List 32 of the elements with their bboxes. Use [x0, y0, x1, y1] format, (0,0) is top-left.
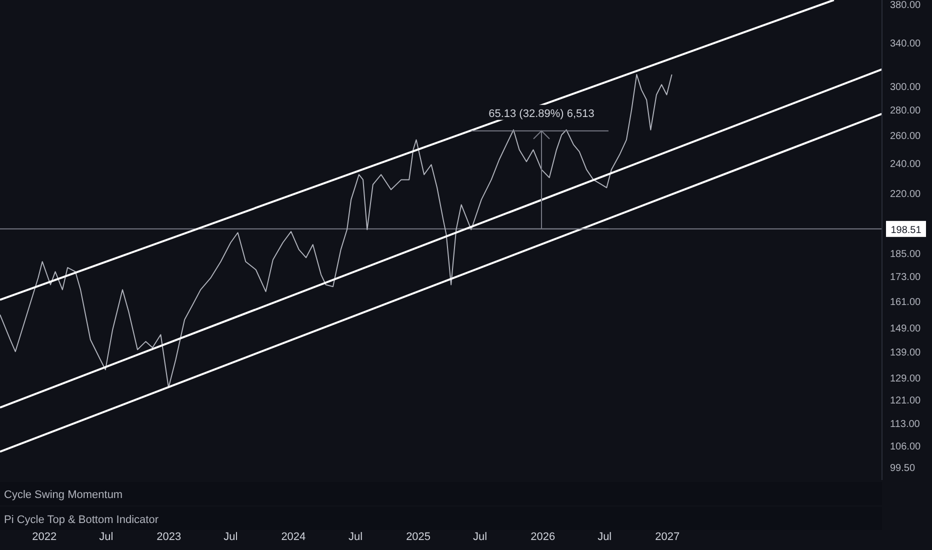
y-tick-label: 185.00 [890, 248, 922, 260]
y-tick-label: 113.00 [890, 419, 920, 430]
y-tick-label: 173.00 [890, 272, 922, 284]
text: Pi Cycle Top & Bottom Indicator [4, 514, 159, 526]
x-tick-label: Jul [224, 531, 238, 543]
x-tick-label: Jul [473, 531, 488, 543]
y-tick-label: 121.00 [890, 396, 922, 407]
y-tick-label: 99.50 [890, 463, 916, 474]
y-tick-label: 161.00 [890, 296, 922, 308]
y-tick-label: 106.00 [890, 441, 922, 452]
x-tick-label: Jul [348, 531, 363, 543]
annotation: 65.13 (32.89%) 6,513 [488, 108, 594, 120]
y-tick-label: 300.00 [890, 82, 922, 93]
ref-line-label: 198.51 [890, 224, 922, 236]
text: Cycle Swing Momentum [4, 489, 123, 501]
x-tick-label: Jul [99, 531, 114, 543]
y-tick-label: 280.00 [890, 106, 922, 117]
x-tick-label: 2022 [32, 531, 57, 543]
x-tick-label: 2027 [655, 531, 680, 543]
y-tick-label: 260.00 [890, 131, 922, 142]
y-tick-label: 240.00 [890, 158, 922, 170]
y-tick-label: 380.00 [890, 0, 922, 12]
y-tick-label: 129.00 [890, 373, 922, 384]
y-tick-label: 139.00 [890, 348, 922, 359]
x-tick-label: 2023 [156, 531, 182, 543]
x-tick-label: 2026 [530, 531, 556, 543]
y-tick-label: 220.00 [890, 188, 922, 200]
x-tick-label: Jul [598, 531, 612, 543]
y-tick-label: 340.00 [890, 38, 922, 50]
y-tick-label: 149.00 [890, 324, 922, 335]
x-tick-label: 2024 [281, 531, 306, 543]
x-tick-label: 2025 [406, 531, 431, 543]
